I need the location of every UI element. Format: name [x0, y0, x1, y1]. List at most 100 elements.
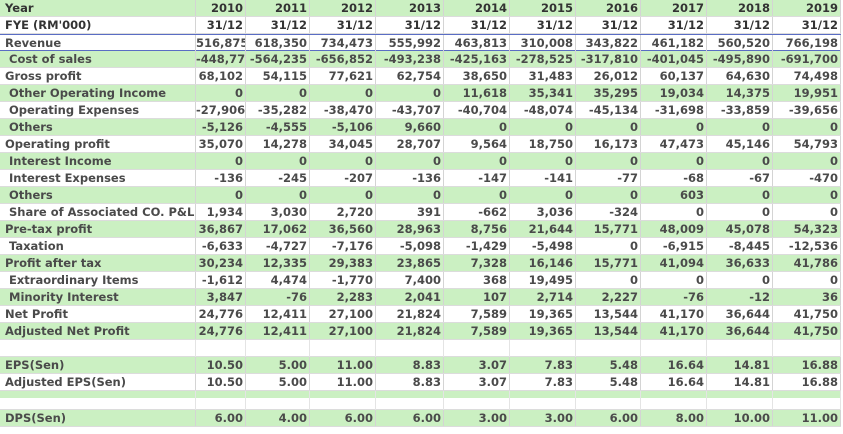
value-cell[interactable]: 0 [444, 153, 510, 169]
value-cell[interactable]: 343,822 [576, 35, 641, 51]
value-cell[interactable]: 41,750 [773, 306, 841, 322]
value-cell[interactable]: 48,009 [641, 221, 707, 237]
value-cell[interactable]: 603 [641, 187, 707, 203]
value-cell[interactable]: 62,754 [376, 68, 444, 84]
value-cell[interactable]: -1,429 [444, 238, 510, 254]
value-cell[interactable]: 19,365 [510, 306, 576, 322]
value-cell[interactable]: 555,992 [376, 35, 444, 51]
value-cell[interactable]: 45,078 [707, 221, 773, 237]
value-cell[interactable]: -76 [641, 289, 707, 305]
value-cell[interactable]: 5.00 [246, 357, 310, 373]
value-cell[interactable]: 0 [576, 272, 641, 288]
value-cell[interactable]: 7,400 [376, 272, 444, 288]
value-cell[interactable]: -278,525 [510, 51, 576, 67]
value-cell[interactable]: -45,134 [576, 102, 641, 118]
value-cell[interactable]: 0 [246, 187, 310, 203]
value-cell[interactable]: -245 [246, 170, 310, 186]
value-cell[interactable]: -48,074 [510, 102, 576, 118]
value-cell[interactable]: -38,470 [310, 102, 376, 118]
fye-date-cell[interactable]: 31/12 [246, 17, 310, 33]
row-label[interactable]: Pre-tax profit [0, 221, 196, 237]
value-cell[interactable]: 27,100 [310, 306, 376, 322]
value-cell[interactable]: 77,621 [310, 68, 376, 84]
value-cell[interactable]: 10.00 [707, 410, 773, 426]
value-cell[interactable]: 4,474 [246, 272, 310, 288]
value-cell[interactable]: -40,704 [444, 102, 510, 118]
value-cell[interactable]: -68 [641, 170, 707, 186]
row-label[interactable]: Other Operating Income [0, 85, 196, 101]
value-cell[interactable]: -67 [707, 170, 773, 186]
value-cell[interactable]: 0 [641, 119, 707, 135]
value-cell[interactable]: 19,951 [773, 85, 841, 101]
value-cell[interactable]: 64,630 [707, 68, 773, 84]
value-cell[interactable]: 0 [310, 187, 376, 203]
row-label[interactable]: Revenue [0, 35, 196, 51]
value-cell[interactable]: 34,045 [310, 136, 376, 152]
value-cell[interactable]: -136 [196, 170, 246, 186]
value-cell[interactable]: -43,707 [376, 102, 444, 118]
value-cell[interactable]: 1,934 [196, 204, 246, 220]
value-cell[interactable]: -4,727 [246, 238, 310, 254]
value-cell[interactable]: 14,375 [707, 85, 773, 101]
value-cell[interactable]: 0 [310, 85, 376, 101]
value-cell[interactable]: 0 [510, 119, 576, 135]
value-cell[interactable]: 21,644 [510, 221, 576, 237]
fye-date-cell[interactable]: 31/12 [444, 17, 510, 33]
value-cell[interactable]: 36,644 [707, 306, 773, 322]
value-cell[interactable]: -136 [376, 170, 444, 186]
value-cell[interactable]: 0 [707, 272, 773, 288]
value-cell[interactable]: 41,170 [641, 323, 707, 339]
value-cell[interactable]: 0 [376, 153, 444, 169]
value-cell[interactable]: 0 [246, 85, 310, 101]
value-cell[interactable]: 0 [246, 153, 310, 169]
value-cell[interactable]: -77 [576, 170, 641, 186]
value-cell[interactable]: 0 [773, 187, 841, 203]
value-cell[interactable]: 0 [773, 272, 841, 288]
value-cell[interactable]: 35,070 [196, 136, 246, 152]
value-cell[interactable]: 9,564 [444, 136, 510, 152]
value-cell[interactable]: 54,115 [246, 68, 310, 84]
value-cell[interactable]: 12,411 [246, 306, 310, 322]
value-cell[interactable]: 0 [707, 119, 773, 135]
value-cell[interactable]: -12 [707, 289, 773, 305]
year-cell[interactable]: 2011 [246, 0, 310, 16]
value-cell[interactable]: 5.00 [246, 374, 310, 390]
value-cell[interactable]: -207 [310, 170, 376, 186]
value-cell[interactable]: 21,824 [376, 306, 444, 322]
fye-date-cell[interactable]: 31/12 [196, 17, 246, 33]
value-cell[interactable]: 0 [376, 85, 444, 101]
value-cell[interactable]: 0 [576, 119, 641, 135]
row-label[interactable]: Interest Expenses [0, 170, 196, 186]
value-cell[interactable]: 3,030 [246, 204, 310, 220]
value-cell[interactable]: 0 [510, 187, 576, 203]
value-cell[interactable]: 7.83 [510, 374, 576, 390]
value-cell[interactable]: 560,520 [707, 35, 773, 51]
value-cell[interactable]: 45,146 [707, 136, 773, 152]
value-cell[interactable]: 107 [444, 289, 510, 305]
value-cell[interactable]: 38,650 [444, 68, 510, 84]
value-cell[interactable]: -470 [773, 170, 841, 186]
value-cell[interactable]: 4.00 [246, 410, 310, 426]
value-cell[interactable]: -4,555 [246, 119, 310, 135]
value-cell[interactable]: 618,350 [246, 35, 310, 51]
value-cell[interactable]: -448,773 [196, 51, 246, 67]
value-cell[interactable]: 7,328 [444, 255, 510, 271]
value-cell[interactable]: 13,544 [576, 323, 641, 339]
value-cell[interactable]: -1,612 [196, 272, 246, 288]
value-cell[interactable]: -5,498 [510, 238, 576, 254]
value-cell[interactable]: 41,170 [641, 306, 707, 322]
value-cell[interactable]: 29,383 [310, 255, 376, 271]
value-cell[interactable]: 0 [641, 272, 707, 288]
row-label[interactable]: Operating profit [0, 136, 196, 152]
row-label[interactable]: DPS(Sen) [0, 410, 196, 426]
value-cell[interactable]: 8.00 [641, 410, 707, 426]
row-label[interactable]: Extraordinary Items [0, 272, 196, 288]
value-cell[interactable]: -324 [576, 204, 641, 220]
value-cell[interactable]: 3.07 [444, 374, 510, 390]
value-cell[interactable]: 0 [376, 187, 444, 203]
value-cell[interactable]: 24,776 [196, 323, 246, 339]
value-cell[interactable]: -656,852 [310, 51, 376, 67]
value-cell[interactable]: 461,182 [641, 35, 707, 51]
value-cell[interactable]: -33,859 [707, 102, 773, 118]
value-cell[interactable]: 0 [510, 153, 576, 169]
